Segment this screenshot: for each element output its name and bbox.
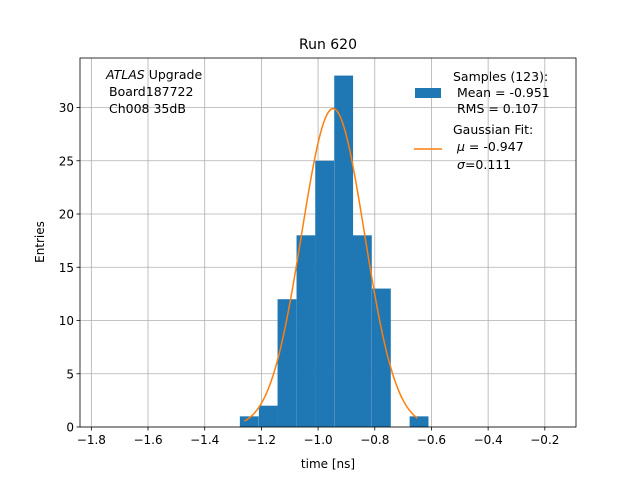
x-tick-label: −0.6 [417, 433, 446, 447]
atlas-annotation: ATLAS Upgrade Board187722 Ch008 35dB [105, 67, 202, 116]
legend-fit-title: Gaussian Fit: [453, 122, 533, 137]
legend-fit-mu-value: = -0.947 [465, 139, 524, 154]
histogram-bar [371, 288, 391, 427]
y-tick-label: 25 [59, 154, 74, 168]
y-tick-label: 10 [59, 314, 74, 328]
legend-fit-mu: μ = -0.947 [456, 139, 524, 154]
x-tick-label: −0.2 [530, 433, 559, 447]
annotation-atlas-word: ATLAS [105, 67, 145, 82]
y-axis-ticks: 0 5 10 15 20 25 30 [59, 101, 80, 435]
mu-symbol: μ [456, 139, 465, 154]
histogram-bar [352, 235, 372, 427]
x-tick-label: −1.0 [304, 433, 333, 447]
x-tick-label: −0.8 [360, 433, 389, 447]
y-tick-label: 5 [66, 367, 74, 381]
y-tick-label: 20 [59, 208, 74, 222]
histogram-bar [258, 405, 278, 427]
x-tick-label: −1.4 [190, 433, 219, 447]
y-tick-label: 0 [66, 421, 74, 435]
legend-samples-rms: RMS = 0.107 [453, 101, 539, 116]
x-tick-label: −0.4 [474, 433, 503, 447]
histogram-bar [296, 235, 316, 427]
gaussian-fit-line [244, 107, 418, 422]
y-axis-label: Entries [33, 221, 47, 263]
x-tick-label: −1.2 [247, 433, 276, 447]
legend: Samples (123): Mean = -0.951 RMS = 0.107… [414, 69, 550, 172]
histogram-bar [334, 75, 354, 428]
legend-fit-sigma-value: =0.111 [465, 157, 511, 172]
x-axis-label: time [ns] [301, 457, 355, 471]
x-tick-label: −1.6 [133, 433, 162, 447]
plot-frame [79, 57, 577, 428]
histogram-bar [239, 416, 259, 427]
histogram-bar [277, 299, 297, 427]
sigma-symbol: σ [457, 157, 466, 172]
y-tick-label: 15 [59, 261, 74, 275]
annotation-line-1: ATLAS Upgrade [105, 67, 202, 82]
x-axis-ticks: −1.8 −1.6 −1.4 −1.2 −1.0 −0.8 −0.6 −0.4 −0.2 [77, 427, 559, 447]
histogram-bars [239, 75, 429, 428]
legend-fit-sigma: σ=0.111 [457, 157, 511, 172]
histogram-bar [315, 160, 335, 427]
annotation-board: Board187722 [109, 84, 193, 99]
histogram-bar [409, 416, 429, 427]
legend-samples-mean: Mean = -0.951 [453, 85, 550, 100]
annotation-channel: Ch008 35dB [109, 101, 186, 116]
chart-title: Run 620 [299, 37, 357, 53]
legend-samples-swatch [415, 88, 441, 98]
y-tick-label: 30 [59, 101, 74, 115]
legend-samples-title: Samples (123): [453, 69, 548, 84]
x-tick-label: −1.8 [77, 433, 106, 447]
annotation-upgrade-word: Upgrade [145, 67, 203, 82]
